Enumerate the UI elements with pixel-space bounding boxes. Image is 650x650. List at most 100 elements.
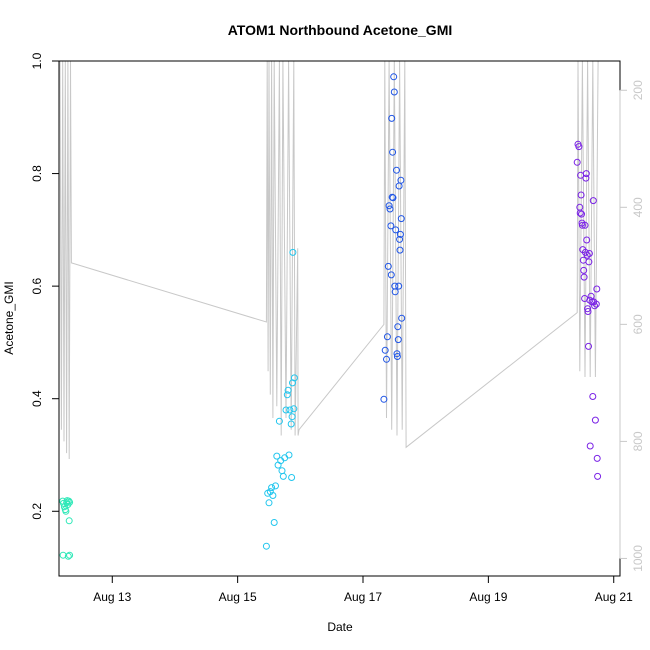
data-points bbox=[59, 73, 602, 560]
y-tick-label: 0.2 bbox=[30, 503, 44, 520]
data-point bbox=[388, 193, 396, 201]
data-point bbox=[589, 393, 597, 400]
y2-tick-label: 1000 bbox=[631, 545, 645, 572]
data-point bbox=[397, 215, 405, 223]
data-point bbox=[573, 158, 581, 166]
data-point bbox=[394, 323, 402, 331]
data-point bbox=[285, 451, 293, 459]
data-point bbox=[586, 296, 594, 304]
data-point bbox=[64, 552, 72, 560]
data-point bbox=[288, 474, 296, 481]
data-point bbox=[385, 202, 393, 210]
data-point bbox=[275, 417, 283, 425]
data-point bbox=[383, 355, 390, 363]
data-point bbox=[589, 197, 597, 205]
y2-tick-label: 200 bbox=[631, 80, 645, 100]
data-point bbox=[584, 308, 592, 315]
y-tick-label: 0.6 bbox=[30, 277, 44, 294]
data-point bbox=[386, 205, 394, 213]
data-point bbox=[270, 519, 278, 526]
data-point bbox=[594, 472, 602, 480]
data-point bbox=[591, 416, 599, 424]
chart-title: ATOM1 Northbound Acetone_GMI bbox=[228, 22, 453, 38]
data-point bbox=[269, 492, 277, 499]
data-point bbox=[593, 454, 601, 462]
data-point bbox=[393, 350, 401, 358]
data-point bbox=[383, 333, 391, 341]
y-axis-label: Acetone_GMI bbox=[2, 281, 16, 354]
data-point bbox=[387, 222, 395, 230]
data-point bbox=[396, 230, 404, 238]
data-point bbox=[581, 221, 589, 229]
data-point bbox=[64, 501, 72, 508]
data-point bbox=[393, 353, 401, 360]
y2-tick-label: 600 bbox=[631, 314, 645, 334]
y-tick-label: 0.4 bbox=[30, 390, 44, 407]
x-axis-label: Date bbox=[327, 620, 353, 634]
pressure-line bbox=[59, 60, 599, 460]
data-point bbox=[395, 282, 403, 290]
data-point bbox=[287, 420, 295, 428]
data-point bbox=[583, 236, 591, 244]
y2-axis: 200 400 600 800 1000 bbox=[619, 80, 645, 572]
data-point bbox=[262, 542, 270, 550]
data-point bbox=[284, 386, 292, 394]
data-point bbox=[282, 406, 290, 414]
y2-tick-label: 400 bbox=[631, 197, 645, 217]
data-point bbox=[389, 148, 397, 156]
y-tick-label: 0.8 bbox=[30, 165, 44, 182]
data-point bbox=[283, 391, 291, 399]
data-point bbox=[290, 405, 298, 413]
y-axis: 0.2 0.4 0.6 0.8 1.0 bbox=[30, 52, 60, 520]
data-point bbox=[397, 176, 405, 184]
x-axis: Aug 13 Aug 15 Aug 17 Aug 19 Aug 21 bbox=[93, 575, 633, 604]
data-point bbox=[289, 248, 297, 256]
data-point bbox=[583, 251, 591, 259]
data-point bbox=[585, 342, 592, 350]
data-point bbox=[278, 467, 286, 475]
x-tick-label: Aug 13 bbox=[93, 590, 131, 604]
data-point bbox=[62, 507, 70, 515]
data-point bbox=[268, 484, 276, 492]
data-point bbox=[290, 374, 298, 382]
y2-tick-label: 800 bbox=[631, 431, 645, 451]
pressure-lines bbox=[59, 60, 599, 460]
data-point bbox=[576, 209, 584, 217]
data-point bbox=[393, 166, 400, 174]
data-point bbox=[380, 395, 388, 403]
data-point bbox=[575, 143, 583, 151]
data-point bbox=[65, 497, 73, 505]
data-point bbox=[286, 406, 294, 414]
data-point bbox=[390, 88, 398, 96]
data-point bbox=[389, 194, 397, 202]
data-point bbox=[577, 191, 585, 199]
data-point bbox=[398, 314, 406, 322]
data-point bbox=[384, 262, 392, 270]
data-point bbox=[387, 271, 395, 279]
data-point bbox=[586, 442, 594, 450]
data-point bbox=[390, 73, 398, 81]
data-point bbox=[288, 413, 296, 421]
data-point bbox=[584, 305, 592, 313]
x-tick-label: Aug 15 bbox=[219, 590, 257, 604]
data-point bbox=[265, 499, 273, 507]
data-point bbox=[593, 285, 601, 293]
data-point bbox=[578, 210, 585, 218]
data-point bbox=[65, 517, 73, 525]
data-point bbox=[396, 246, 404, 254]
data-point bbox=[585, 258, 593, 266]
data-point bbox=[394, 336, 402, 344]
data-point bbox=[279, 472, 287, 480]
data-point bbox=[381, 346, 389, 354]
data-point bbox=[582, 174, 590, 182]
data-point bbox=[272, 482, 279, 490]
data-point bbox=[60, 503, 68, 511]
data-point bbox=[66, 551, 74, 559]
data-point bbox=[580, 273, 588, 281]
data-point bbox=[582, 170, 590, 178]
y-tick-label: 1.0 bbox=[30, 52, 44, 69]
data-point bbox=[66, 498, 74, 506]
data-point bbox=[591, 302, 599, 310]
x-tick-label: Aug 21 bbox=[595, 590, 633, 604]
